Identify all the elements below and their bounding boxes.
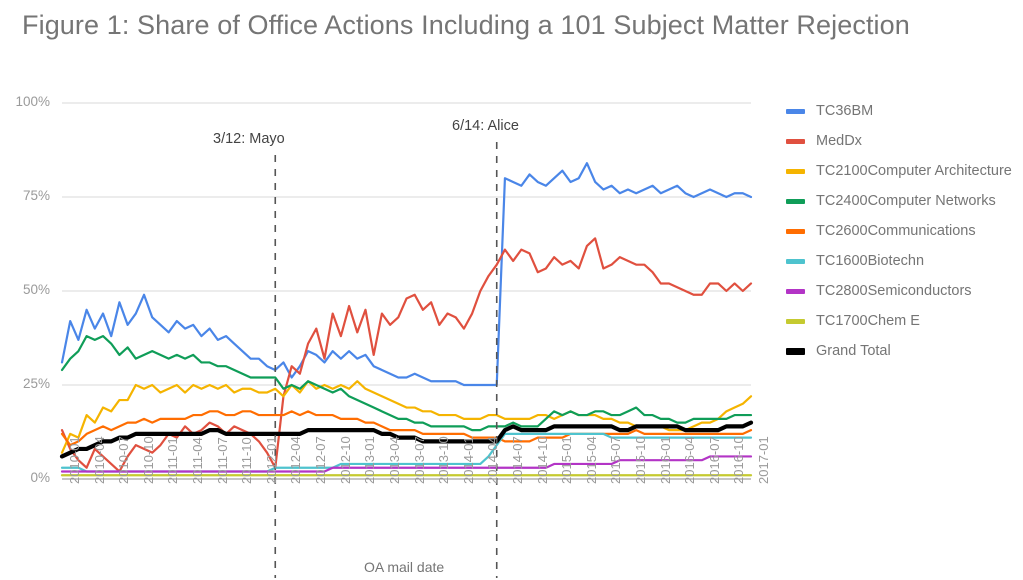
x-axis-tick-label: 2010-04	[92, 436, 107, 484]
legend-item[interactable]: TC2400Computer Networks	[786, 186, 1021, 216]
legend-color-swatch	[786, 289, 805, 294]
x-axis-tick-label: 2014-04	[485, 436, 500, 484]
chart-legend: TC36BM MedDx TC2100Computer Architecture TC…	[786, 96, 1021, 366]
annotation-alice: 6/14: Alice	[452, 118, 519, 134]
legend-item-label: Grand Total	[816, 343, 891, 359]
legend-item[interactable]: TC1700Chem E	[786, 306, 1021, 336]
y-axis-tick-label: 75%	[2, 188, 50, 203]
legend-color-swatch	[786, 109, 805, 114]
x-axis-tick-label: 2010-10	[141, 436, 156, 484]
x-axis-tick-label: 2017-01	[756, 436, 771, 484]
legend-item-label: TC36BM	[816, 103, 873, 119]
x-axis-tick-label: 2013-01	[362, 436, 377, 484]
legend-item[interactable]: TC2800Semiconductors	[786, 276, 1021, 306]
x-axis-tick-label: 2015-07	[608, 436, 623, 484]
x-axis-tick-label: 2010-07	[116, 436, 131, 484]
x-axis-tick-label: 2012-01	[264, 436, 279, 484]
x-axis-tick-label: 2014-10	[535, 436, 550, 484]
x-axis-tick-label: 2011-10	[239, 437, 254, 484]
series-lines	[62, 163, 751, 475]
x-axis-tick-label: 2016-07	[707, 436, 722, 484]
legend-color-swatch	[786, 319, 805, 324]
legend-item-label: TC2800Semiconductors	[816, 283, 972, 299]
x-axis-tick-label: 2010-01	[67, 436, 82, 484]
legend-color-swatch	[786, 139, 805, 144]
x-axis-tick-label: 2011-04	[190, 437, 205, 484]
legend-item-label: TC2600Communications	[816, 223, 976, 239]
legend-color-swatch	[786, 199, 805, 204]
x-axis-tick-label: 2016-04	[682, 436, 697, 484]
legend-item-label: TC1700Chem E	[816, 313, 920, 329]
legend-item[interactable]: TC36BM	[786, 96, 1021, 126]
series-line-tc2400computer-networks	[62, 336, 751, 430]
legend-color-swatch	[786, 229, 805, 234]
event-markers	[275, 142, 496, 578]
legend-item[interactable]: TC1600Biotechn	[786, 246, 1021, 276]
x-axis-tick-label: 2011-07	[215, 437, 230, 484]
y-axis-tick-label: 25%	[2, 376, 50, 391]
x-axis-tick-label: 2012-07	[313, 436, 328, 484]
x-axis-tick-label: 2016-10	[731, 436, 746, 484]
annotation-mayo: 3/12: Mayo	[213, 131, 285, 147]
legend-item[interactable]: MedDx	[786, 126, 1021, 156]
legend-item-label: TC2400Computer Networks	[816, 193, 996, 209]
legend-color-swatch	[786, 348, 805, 355]
legend-item[interactable]: Grand Total	[786, 336, 1021, 366]
y-axis-tick-label: 100%	[2, 94, 50, 109]
x-axis-tick-label: 2012-10	[338, 436, 353, 484]
legend-item-label: TC2100Computer Architecture	[816, 163, 1012, 179]
x-axis-tick-label: 2013-04	[387, 436, 402, 484]
gridlines	[62, 103, 751, 479]
x-axis-tick-label: 2015-10	[633, 436, 648, 484]
x-axis-tick-label: 2014-01	[461, 436, 476, 484]
x-axis-tick-label: 2014-07	[510, 436, 525, 484]
legend-item-label: TC1600Biotechn	[816, 253, 924, 269]
series-line-tc36bm	[62, 163, 751, 385]
x-axis-tick-label: 2016-01	[658, 436, 673, 484]
y-axis-tick-label: 0%	[2, 470, 50, 485]
x-axis-title: OA mail date	[364, 559, 444, 575]
x-axis-tick-label: 2013-07	[412, 436, 427, 484]
legend-color-swatch	[786, 259, 805, 264]
legend-item-label: MedDx	[816, 133, 862, 149]
y-axis-tick-label: 50%	[2, 282, 50, 297]
x-axis-tick-label: 2013-10	[436, 436, 451, 484]
legend-item[interactable]: TC2600Communications	[786, 216, 1021, 246]
legend-item[interactable]: TC2100Computer Architecture	[786, 156, 1021, 186]
x-axis-tick-label: 2011-01	[165, 437, 180, 484]
chart-container: Figure 1: Share of Office Actions Includ…	[0, 0, 1023, 580]
x-axis-tick-label: 2015-01	[559, 436, 574, 484]
x-axis-tick-label: 2015-04	[584, 436, 599, 484]
x-axis-tick-label: 2012-04	[288, 436, 303, 484]
legend-color-swatch	[786, 169, 805, 174]
